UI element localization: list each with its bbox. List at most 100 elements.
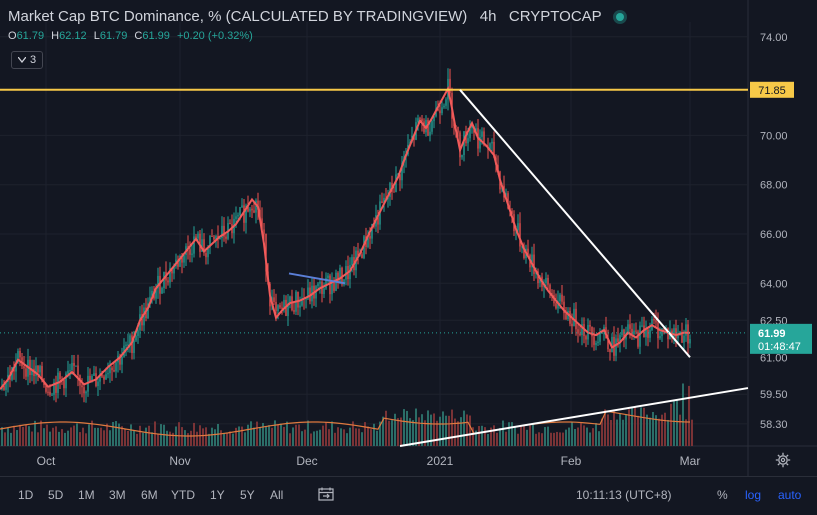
volume-bar — [277, 424, 279, 446]
candle-body — [173, 266, 175, 274]
volume-bar — [268, 425, 270, 446]
volume-bar — [58, 431, 60, 446]
ohlc-legend: O61.79 H62.12 L61.79 C61.99 +0.20 (+0.32… — [8, 30, 257, 42]
indicators-toggle-button[interactable]: 3 — [11, 51, 43, 69]
candles — [0, 68, 691, 403]
volume-bar — [460, 417, 462, 446]
volume-bar — [259, 427, 261, 446]
candle-body — [307, 287, 309, 299]
volume-bar — [166, 430, 168, 446]
volume-bar — [562, 432, 564, 446]
candle-body — [73, 363, 75, 366]
candle-body — [639, 325, 641, 347]
candle-body — [647, 329, 649, 338]
candle-body — [459, 132, 461, 158]
range-button-5y[interactable]: 5Y — [240, 488, 255, 502]
candle-body — [179, 256, 181, 267]
volume-bar — [625, 413, 627, 446]
candle-body — [177, 259, 179, 267]
volume-bar — [133, 430, 135, 446]
range-button-1y[interactable]: 1Y — [210, 488, 225, 502]
volume-bar — [187, 433, 189, 446]
candle-body — [565, 313, 567, 320]
candle-body — [63, 379, 65, 389]
volume-bar — [319, 429, 321, 446]
volume-bar — [232, 433, 234, 446]
volume-bar — [343, 429, 345, 446]
percent-scale-button[interactable]: % — [717, 488, 728, 502]
symbol-title[interactable]: Market Cap BTC Dominance, % (CALCULATED … — [8, 8, 468, 25]
candle-body — [325, 277, 327, 289]
volume-bar — [619, 413, 621, 446]
range-button-6m[interactable]: 6M — [141, 488, 158, 502]
price-axis[interactable]: 74.0070.0068.0066.0064.0062.5061.0059.50… — [750, 32, 812, 431]
volume-bar — [322, 425, 324, 446]
volume-bar — [244, 432, 246, 446]
short-trendline — [288, 272, 346, 285]
candle-body — [207, 247, 209, 258]
candle-body — [143, 307, 145, 326]
gear-icon[interactable] — [775, 452, 791, 468]
range-button-ytd[interactable]: YTD — [171, 488, 195, 502]
range-button-5d[interactable]: 5D — [48, 488, 64, 502]
candle-body — [393, 191, 395, 193]
candle-body — [161, 287, 163, 294]
drawings[interactable] — [0, 88, 749, 447]
candle-body — [149, 296, 151, 304]
candle-body — [49, 391, 51, 395]
volume-bar — [436, 420, 438, 446]
range-button-3m[interactable]: 3M — [109, 488, 126, 502]
volume-bar — [376, 430, 378, 446]
candle-body — [135, 335, 137, 341]
range-button-all[interactable]: All — [270, 488, 284, 502]
time-axis[interactable]: Oct Nov Dec 2021 Feb Mar — [37, 454, 701, 468]
volume-bar — [472, 427, 474, 446]
candle-body — [445, 99, 447, 106]
volume-bar — [298, 424, 300, 446]
volume-bar — [265, 426, 267, 446]
range-button-1d[interactable]: 1D — [18, 488, 34, 502]
calendar-icon[interactable] — [318, 487, 334, 501]
candle-body — [201, 239, 203, 252]
candle-body — [237, 215, 239, 217]
log-scale-button[interactable]: log — [745, 488, 762, 502]
countdown-label: 01:48:47 — [758, 341, 801, 353]
candle-body — [493, 141, 495, 158]
candle-body — [251, 208, 253, 211]
volume-bar — [478, 426, 480, 446]
candle-body — [105, 374, 107, 380]
volume-bar — [16, 430, 18, 446]
volume-bar — [247, 424, 249, 446]
y-tick-label: 66.00 — [760, 229, 788, 241]
volume-bar — [223, 432, 225, 446]
volume-bar — [412, 420, 414, 446]
candle-body — [141, 314, 143, 326]
candle-body — [213, 236, 215, 240]
range-button-1m[interactable]: 1M — [78, 488, 95, 502]
volume-bar — [139, 425, 141, 446]
volume-bar — [544, 427, 546, 446]
candle-body — [55, 382, 57, 393]
candle-body — [47, 391, 49, 393]
time-readout[interactable]: 10:11:13 (UTC+8) — [576, 488, 672, 502]
volume-bar — [304, 429, 306, 446]
candle-body — [559, 294, 561, 302]
volume-bar — [466, 414, 468, 446]
volume-bar — [526, 429, 528, 446]
auto-scale-button[interactable]: auto — [778, 488, 802, 502]
candle-body — [115, 362, 117, 372]
candle-body — [609, 349, 611, 352]
candle-body — [457, 126, 459, 133]
candle-body — [93, 373, 95, 376]
volume-bar — [373, 423, 375, 446]
volume-bar — [316, 430, 318, 446]
candle-body — [629, 324, 631, 329]
volume-bar — [655, 415, 657, 446]
volume-bar — [313, 431, 315, 446]
candle-body — [607, 337, 609, 350]
volume-bar — [403, 409, 405, 446]
candle-body — [41, 366, 43, 381]
timeframe-label[interactable]: 4h — [479, 8, 497, 25]
candle-body — [381, 201, 383, 204]
